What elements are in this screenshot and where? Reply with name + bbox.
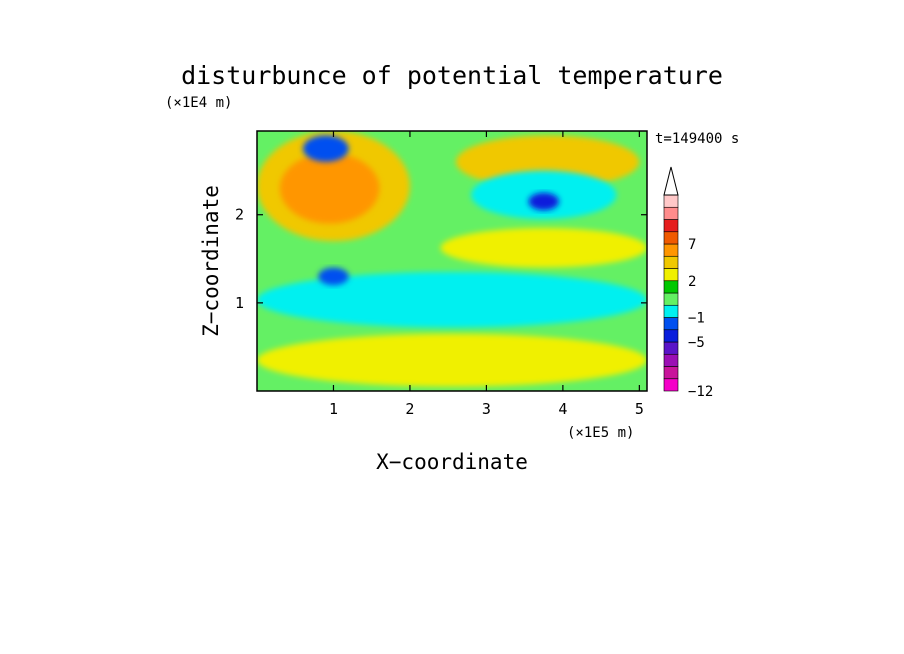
colorbar-swatch — [663, 268, 679, 282]
colorbar-swatch — [663, 341, 679, 355]
colorbar-swatch — [663, 366, 679, 380]
contour-region — [302, 135, 349, 162]
colorbar: −12−5−127 — [663, 166, 713, 400]
colorbar-tick-label: 7 — [688, 237, 696, 253]
contour-region — [455, 135, 640, 189]
x-tick-label: 5 — [635, 400, 644, 418]
x-axis-label: X−coordinate — [376, 450, 528, 474]
colorbar-swatch — [663, 292, 679, 306]
plot-frame — [256, 130, 648, 392]
chart-title: disturbunce of potential temperature — [181, 61, 723, 90]
colorbar-swatch — [663, 243, 679, 257]
x-tick-label: 1 — [329, 400, 338, 418]
y-tick-label: 2 — [235, 206, 244, 224]
x-tick-label: 3 — [482, 400, 491, 418]
x-axis-ticks: 1 2 3 4 5 — [329, 131, 644, 418]
colorbar-swatch — [663, 317, 679, 331]
x-unit-label: (×1E5 m) — [567, 425, 634, 441]
y-unit-label: (×1E4 m) — [165, 95, 232, 111]
colorbar-tick-label: −1 — [688, 311, 705, 327]
colorbar-swatch — [663, 378, 679, 392]
y-axis-ticks: 12 — [235, 206, 647, 312]
contour-field — [257, 131, 647, 391]
time-label: t=149400 s — [655, 131, 739, 147]
colorbar-tick-label: 2 — [688, 274, 696, 290]
colorbar-swatch — [663, 219, 679, 233]
contour-region — [528, 192, 560, 211]
contour-region — [257, 272, 647, 328]
colorbar-swatch — [663, 329, 679, 343]
colorbar-swatch — [663, 231, 679, 245]
colorbar-extend-arrow — [663, 166, 679, 196]
colorbar-swatch — [663, 206, 679, 220]
colorbar-swatch — [663, 304, 679, 318]
y-axis-label: Z−coordinate — [199, 185, 223, 337]
colorbar-tick-label: −5 — [688, 335, 705, 351]
colorbar-swatch — [663, 353, 679, 367]
contour-region — [257, 333, 647, 387]
contour-region — [440, 227, 647, 268]
contour-region — [279, 153, 380, 224]
colorbar-tick-label: −12 — [688, 384, 713, 400]
colorbar-swatch — [663, 280, 679, 294]
colorbar-swatch — [663, 255, 679, 269]
x-tick-label: 4 — [558, 400, 567, 418]
contour-region — [318, 267, 349, 286]
y-tick-label: 1 — [235, 294, 244, 312]
x-tick-label: 2 — [405, 400, 414, 418]
colorbar-swatch — [663, 194, 679, 208]
